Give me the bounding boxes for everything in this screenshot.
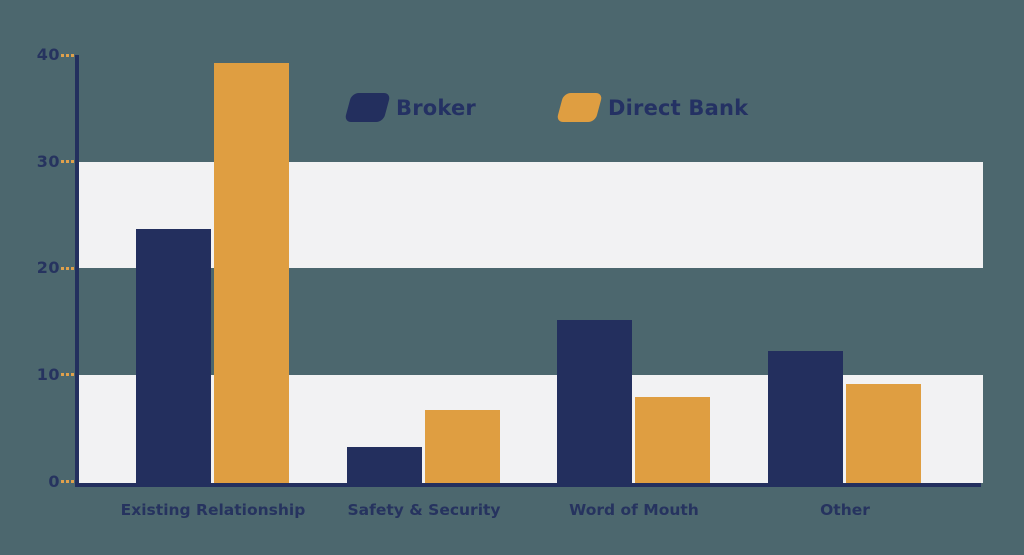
legend-swatch-direct-bank-icon — [556, 93, 603, 122]
y-axis-tick-0 — [61, 480, 76, 483]
y-axis-tick-10 — [61, 373, 76, 376]
bar-direct-bank-existing-relationship — [214, 63, 289, 483]
bar-direct-bank-word-of-mouth — [635, 396, 711, 483]
y-axis-tick-40 — [61, 54, 76, 57]
y-axis-tick-20 — [61, 267, 76, 270]
grid-band-20-30 — [77, 162, 983, 268]
bar-direct-bank-other — [846, 383, 922, 483]
x-axis-label-existing-relationship: Existing Relationship — [120, 501, 306, 519]
y-axis-line — [75, 55, 79, 485]
y-axis-tick-30 — [61, 160, 76, 163]
legend-item-broker: Broker — [344, 93, 476, 123]
y-axis-label-30: 30 — [36, 152, 60, 171]
y-axis-label-40: 40 — [36, 45, 60, 64]
y-axis-label-20: 20 — [36, 258, 60, 277]
bar-broker-word-of-mouth — [557, 319, 633, 483]
bar-broker-other — [768, 350, 844, 483]
bar-broker-existing-relationship — [136, 228, 211, 483]
x-axis-label-other: Other — [820, 501, 870, 519]
legend-item-direct-bank: Direct Bank — [556, 93, 749, 123]
x-axis-label-safety-security: Safety & Security — [347, 501, 501, 519]
x-axis-label-word-of-mouth: Word of Mouth — [569, 501, 699, 519]
x-axis-line — [75, 483, 981, 487]
legend-label-broker: Broker — [396, 96, 476, 120]
legend-label-direct-bank: Direct Bank — [608, 96, 749, 120]
bar-broker-safety-security — [346, 446, 422, 483]
y-axis-label-0: 0 — [48, 472, 60, 491]
bar-direct-bank-safety-security — [424, 410, 500, 483]
y-axis-label-10: 10 — [36, 365, 60, 384]
legend-swatch-broker-icon — [344, 93, 391, 122]
